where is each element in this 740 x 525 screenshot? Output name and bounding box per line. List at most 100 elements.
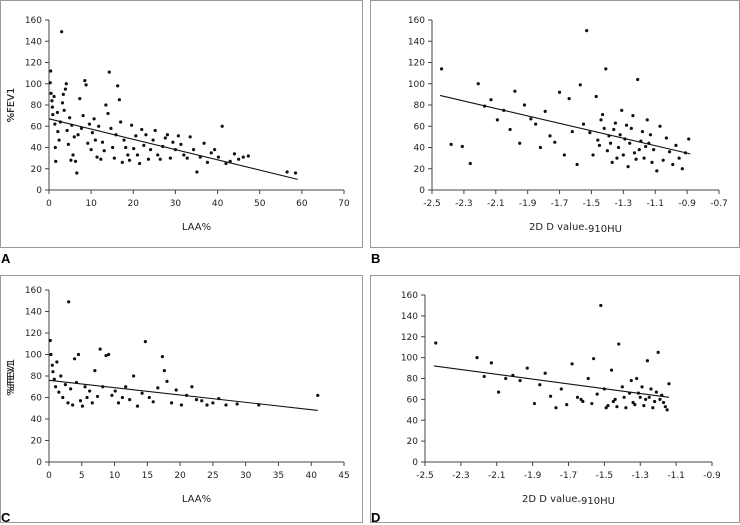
data-point-d [604, 406, 608, 410]
data-point-d [595, 392, 599, 396]
data-point-a [112, 156, 116, 160]
y-tick-label-d: 140 [401, 312, 418, 322]
data-point-a [61, 92, 65, 96]
data-point-a [168, 156, 172, 160]
data-point-a [165, 133, 170, 137]
data-point-d [592, 357, 596, 361]
data-point-d [581, 399, 585, 404]
data-point-c [85, 395, 89, 400]
data-point-c [140, 391, 144, 395]
x-tick-label-b: -2.1 [487, 199, 505, 209]
data-point-b [655, 169, 659, 173]
y-tick-label-b: 120 [408, 59, 425, 69]
data-point-a [55, 110, 60, 115]
y-tick-label-a: 80 [31, 101, 43, 111]
y-tick-label-a: 60 [31, 122, 43, 132]
data-point-a [104, 103, 108, 107]
y-axis-title-c: %FEV1 [6, 359, 17, 394]
data-point-b [567, 97, 571, 101]
data-point-d [649, 387, 653, 391]
data-point-a [163, 136, 167, 140]
data-point-a [232, 152, 237, 156]
data-point-b [628, 141, 632, 145]
data-point-b [581, 122, 586, 126]
data-point-a [146, 157, 151, 161]
y-tick-label-c: 40 [31, 415, 43, 425]
y-tick-label-d: 120 [401, 333, 418, 343]
x-axis-title-c: LAA% [182, 494, 211, 505]
x-tick-label-b: -2.3 [455, 199, 473, 209]
data-point-c [211, 401, 215, 405]
data-point-a [228, 159, 232, 163]
data-point-d [633, 402, 637, 407]
x-tick-label-b: -1.9 [519, 199, 537, 209]
data-point-a [140, 127, 144, 132]
x-tick-label-a: 30 [170, 199, 182, 209]
data-point-b [449, 142, 453, 146]
data-point-d [653, 399, 657, 404]
data-point-d [606, 404, 610, 408]
x-tick-label-d: -1.7 [560, 471, 578, 481]
data-point-c [98, 347, 102, 351]
data-point-a [134, 134, 138, 138]
x-axis-subscript-b: -910HU [584, 224, 622, 235]
data-point-b [608, 141, 613, 145]
y-tick-label-b: 60 [414, 122, 426, 132]
x-tick-label-a: 70 [338, 199, 350, 209]
y-tick-label-b: 100 [408, 80, 425, 90]
data-point-b [468, 161, 472, 166]
x-tick-label-b: -1.1 [646, 199, 664, 209]
data-point-d [631, 400, 635, 405]
trend-line-a [48, 118, 298, 180]
data-point-d [658, 397, 662, 401]
data-point-a [188, 135, 192, 139]
data-point-c [156, 386, 160, 390]
data-point-d [543, 371, 547, 375]
data-point-b [578, 83, 582, 87]
data-point-b [605, 149, 609, 153]
data-point-d [629, 378, 633, 383]
data-point-b [508, 127, 512, 132]
data-point-c [51, 370, 55, 374]
x-tick-label-a: 40 [212, 199, 224, 209]
y-tick-label-a: 20 [31, 165, 43, 175]
data-point-a [132, 146, 136, 151]
trend-line-b [439, 94, 691, 155]
data-point-b [671, 162, 675, 167]
y-tick-label-b: 140 [408, 37, 425, 47]
x-tick-label-a: 60 [296, 199, 308, 209]
data-point-d [518, 378, 522, 383]
data-point-c [124, 385, 128, 389]
y-tick-label-c: 100 [25, 351, 42, 361]
data-point-a [246, 154, 250, 158]
data-point-a [182, 153, 186, 157]
data-point-d [532, 401, 537, 406]
y-tick-label-a: 160 [25, 16, 42, 26]
data-point-a [116, 84, 120, 88]
x-tick-label-a: 0 [46, 199, 52, 209]
data-point-a [84, 83, 88, 87]
data-point-c [128, 398, 132, 402]
data-point-d [617, 342, 621, 346]
data-point-b [495, 118, 499, 122]
data-point-b [594, 94, 598, 99]
data-point-b [553, 140, 557, 144]
x-tick-label-c: 35 [273, 471, 284, 481]
data-point-b [652, 148, 656, 152]
x-tick-label-c: 40 [305, 471, 317, 481]
data-point-d [613, 397, 617, 401]
data-point-b [613, 121, 617, 125]
data-point-a [63, 87, 68, 91]
y-tick-label-d: 60 [407, 395, 419, 405]
data-point-a [54, 159, 58, 163]
data-point-c [224, 403, 228, 407]
data-point-c [151, 400, 155, 404]
data-point-d [665, 408, 669, 412]
data-point-a [50, 105, 54, 109]
data-point-b [664, 136, 668, 140]
data-point-b [604, 67, 608, 71]
data-point-a [50, 99, 54, 103]
data-point-c [200, 399, 204, 403]
x-axis-title-a: LAA% [182, 222, 211, 233]
x-tick-label-b: -1.5 [583, 199, 601, 209]
